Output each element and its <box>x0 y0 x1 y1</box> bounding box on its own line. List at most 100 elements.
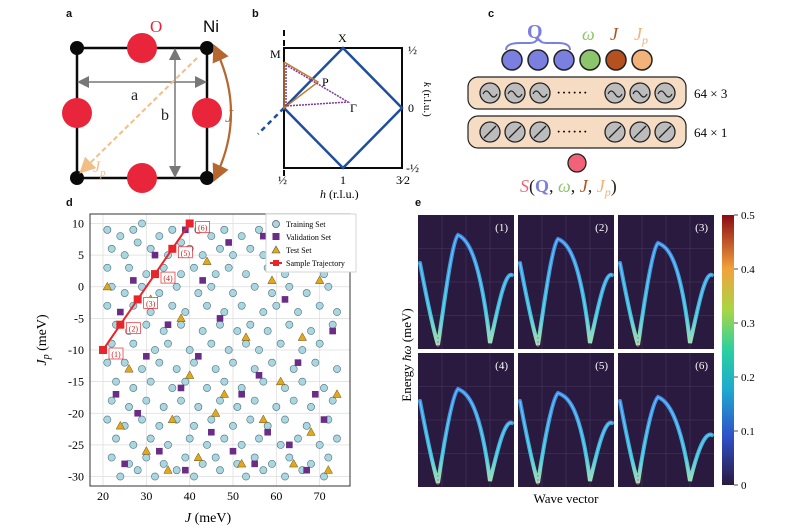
ytick-neg-half: -½ <box>406 161 419 175</box>
training-point <box>155 289 164 297</box>
validation-point <box>195 353 202 360</box>
path-orange <box>283 61 320 110</box>
training-point <box>307 403 315 411</box>
oxygen-label: O <box>150 17 162 36</box>
training-point <box>168 301 177 310</box>
coupling-j-label: J <box>225 106 234 126</box>
training-point <box>168 225 177 234</box>
training-point <box>324 453 333 462</box>
validation-point <box>281 296 289 303</box>
test-point <box>202 256 212 265</box>
training-point <box>250 365 259 373</box>
training-point <box>172 466 181 475</box>
trajectory-point <box>151 270 159 279</box>
training-point <box>194 403 203 411</box>
trajectory-label-box <box>177 246 193 259</box>
training-point <box>281 384 289 392</box>
lattice-b-label: b <box>161 107 169 124</box>
training-point <box>311 358 320 367</box>
xtick-half: ½ <box>278 173 287 187</box>
point-m-label: M <box>270 47 281 61</box>
training-point <box>220 377 229 386</box>
training-point <box>320 384 328 392</box>
training-point <box>172 365 181 373</box>
training-point <box>307 327 315 335</box>
validation-point <box>143 353 150 360</box>
training-point <box>164 339 172 348</box>
d-xtick-label: 60 <box>270 489 282 503</box>
subplot-label: (5) <box>595 360 608 372</box>
training-point <box>159 459 168 468</box>
training-point <box>268 459 276 468</box>
training-point <box>120 251 129 260</box>
training-point <box>103 415 112 424</box>
training-point <box>181 377 190 386</box>
d-trajectory: (1) (2) (3) (4) (5) (6) <box>99 219 211 360</box>
e-xaxis-label: Wave vector <box>534 491 600 506</box>
training-point <box>242 339 250 348</box>
ellipsis-layer-2: ······ <box>556 124 588 141</box>
training-point <box>142 453 151 462</box>
colorbar-tick-label: 0.3 <box>741 318 755 330</box>
training-point <box>237 384 246 392</box>
colorbar-ticks: 0.5 0.4 0.3 0.2 0.1 0 <box>734 210 755 492</box>
training-point <box>129 225 138 234</box>
test-point <box>211 408 221 417</box>
training-point <box>255 434 263 443</box>
validation-point <box>130 277 137 284</box>
training-point <box>155 358 164 367</box>
training-point <box>216 244 224 253</box>
ellipsis-layer-1: ······ <box>556 85 588 102</box>
layer-2-size: 64 × 1 <box>694 125 727 140</box>
training-point <box>233 403 242 411</box>
training-point <box>125 263 133 272</box>
oxygen-atom-right <box>192 98 222 128</box>
training-point <box>289 365 298 373</box>
validation-point <box>286 441 293 449</box>
training-point <box>229 251 237 260</box>
test-point <box>115 420 125 430</box>
trajectory-label-box <box>143 297 159 309</box>
test-point <box>176 313 186 322</box>
training-point <box>259 377 268 386</box>
subplot-label: (6) <box>695 360 708 372</box>
d-xtick-label: 50 <box>227 489 239 503</box>
training-point <box>294 434 302 443</box>
training-point <box>181 308 190 316</box>
hidden-layer-box-1 <box>467 76 687 110</box>
validation-point <box>251 460 258 468</box>
training-point <box>242 472 250 481</box>
training-point <box>120 358 129 367</box>
d-ytick-label: -30 <box>68 470 84 484</box>
input-omega-label: ω <box>582 24 595 44</box>
training-point <box>224 263 233 272</box>
nickel-atom-br <box>200 171 214 185</box>
training-point <box>250 396 259 405</box>
training-point <box>281 415 289 424</box>
training-point <box>159 403 168 411</box>
output-node <box>567 153 587 173</box>
trajectory-point <box>133 295 142 304</box>
training-point <box>211 453 220 462</box>
validation-point <box>264 428 271 436</box>
training-point <box>237 232 246 241</box>
subplot-label: (1) <box>495 222 508 234</box>
training-point <box>246 415 255 424</box>
panel-a-label: a <box>66 8 73 20</box>
d-xtick-label: 30 <box>140 489 152 503</box>
test-point <box>102 281 112 291</box>
training-point <box>285 453 294 462</box>
training-point <box>268 358 276 367</box>
validation-point <box>121 460 128 468</box>
training-point <box>146 244 155 253</box>
training-point <box>229 422 237 430</box>
spectrum-subplot: (1) <box>418 215 514 349</box>
training-point <box>294 308 302 316</box>
training-point <box>276 339 285 348</box>
colorbar-tick-label: 0.2 <box>741 372 755 384</box>
validation-point <box>164 321 172 328</box>
training-point <box>129 339 138 348</box>
training-point <box>328 320 337 329</box>
training-point <box>207 232 216 241</box>
training-point <box>272 403 281 411</box>
